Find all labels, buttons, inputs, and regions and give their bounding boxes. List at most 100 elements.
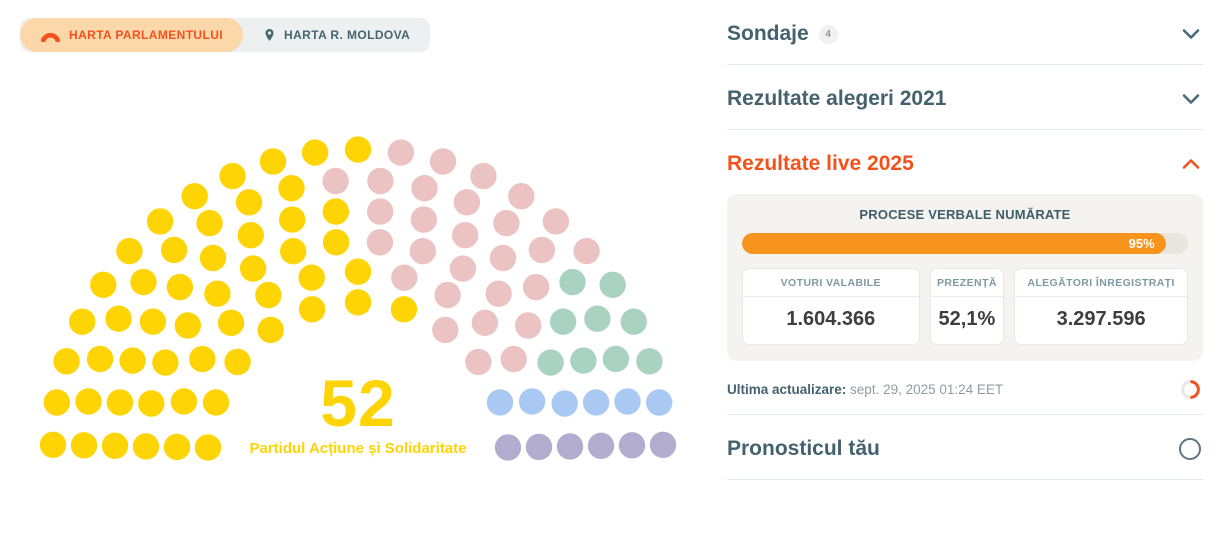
seat-dot [344,289,372,316]
seat-dot [500,345,527,373]
seat-dot [602,345,630,373]
seat-dot [174,312,201,339]
seat-dot [69,308,96,335]
seat-dot [139,308,167,335]
stats-row: VOTURI VALABILE 1.604.366 PREZENȚĂ 52,1%… [742,268,1188,345]
refresh-spinner-icon [1181,380,1200,399]
seat-dot [549,308,577,335]
last-update-value: sept. 29, 2025 01:24 EET [846,382,1004,397]
circle-outline-icon [1179,438,1201,460]
seat-dot [163,433,191,461]
seat-dot [391,264,418,291]
last-update-text: Ultima actualizare: sept. 29, 2025 01:24… [727,382,1003,397]
seat-dot [522,273,550,301]
seat-dot [528,236,556,264]
seat-dot [181,183,208,210]
seat-dot [452,222,479,249]
seat-dot [367,198,394,225]
stat-alegatori-inregistrati: ALEGĂTORI ÎNREGISTRAȚI 3.297.596 [1014,268,1188,345]
seat-dot [411,175,438,202]
seat-dot [556,433,584,460]
seat-dot [280,238,307,265]
seat-dot [255,281,282,309]
seat-dot [86,345,114,373]
seat-dot [130,268,157,296]
seat-dot [344,258,372,285]
seat-dot [166,273,194,301]
seat-dot [465,348,492,376]
chart-center-label: 52 Partidul Acțiune și Solidaritate [158,366,558,457]
progress-percent-label: 95% [1128,236,1155,251]
seat-dot [259,148,287,175]
section-sondaje-header[interactable]: Sondaje 4 [727,0,1203,64]
seat-dot [489,244,517,272]
section-title: Sondaje [727,22,809,45]
section-rezultate-live-header[interactable]: Rezultate live 2025 [727,130,1203,186]
seat-dot [239,255,267,282]
seat-dot [646,389,673,416]
seat-dot [202,389,230,416]
seat-dot [146,208,174,235]
seat-dot [322,198,349,225]
last-update-row: Ultima actualizare: sept. 29, 2025 01:24… [727,375,1203,414]
progress-fill: 95% [742,233,1166,254]
seat-dot [301,139,329,166]
seat-dot [582,389,610,416]
seat-dot [237,222,264,249]
seat-dot [409,238,436,265]
last-update-label: Ultima actualizare: [727,382,847,397]
seat-dot [90,271,117,298]
seat-dot [367,167,394,195]
seat-dot [494,434,522,461]
seat-dot [70,432,98,459]
seat-dot [204,280,231,307]
seat-dot [344,136,372,163]
section-title: Rezultate live 2025 [727,152,914,175]
seat-dot [106,389,134,416]
leading-party-seats: 52 [320,366,396,440]
seat-dot [493,209,520,237]
seat-dot [620,308,647,335]
seat-dot [101,432,129,459]
seat-dot [39,431,67,458]
section-rezultate-live: Rezultate live 2025 PROCESE VERBALE NUMĂ… [727,130,1203,414]
tab-harta-moldova[interactable]: HARTA R. MOLDOVA [243,18,430,52]
hemicycle-svg [39,136,677,461]
tab-harta-parlamentului[interactable]: HARTA PARLAMENTULUI [20,18,244,52]
seat-dot [551,390,578,417]
seat-dot [279,206,306,233]
seat-dot [257,316,284,344]
progress-title: PROCESE VERBALE NUMĂRATE [859,207,1071,222]
seat-dot [515,312,542,339]
stat-label: PREZENȚĂ [930,269,1004,297]
seat-dot [453,189,481,216]
stat-voturi-valabile: VOTURI VALABILE 1.604.366 [742,268,920,345]
seat-dot [470,162,497,190]
seat-dot [434,281,461,309]
hemicycle-icon [40,32,61,42]
seat-dot [170,388,198,415]
seat-dot [196,209,223,237]
tab-label: HARTA R. MOLDOVA [284,28,411,42]
seat-dot [160,236,188,264]
seat-dot [387,139,415,166]
seat-dot [75,388,102,415]
section-pronostic: Pronosticul tău [727,414,1203,480]
seat-dot [410,206,437,233]
seat-dot [217,309,245,336]
section-rezultate-2021-header[interactable]: Rezultate alegeri 2021 [727,65,1203,129]
seat-dot [559,268,586,296]
seat-dot [298,296,326,323]
seat-dot [298,264,325,291]
stat-value: 52,1% [938,308,996,330]
seat-dot [486,389,514,416]
seat-dot [599,271,626,298]
seat-dot [618,432,646,459]
stat-label: VOTURI VALABILE [743,269,919,297]
seat-dot [432,316,459,344]
section-pronostic-header[interactable]: Pronosticul tău [727,415,1203,479]
seat-dot [53,348,80,375]
seat-dot [152,349,179,376]
seat-dot [614,388,641,415]
seat-dot [542,208,570,235]
